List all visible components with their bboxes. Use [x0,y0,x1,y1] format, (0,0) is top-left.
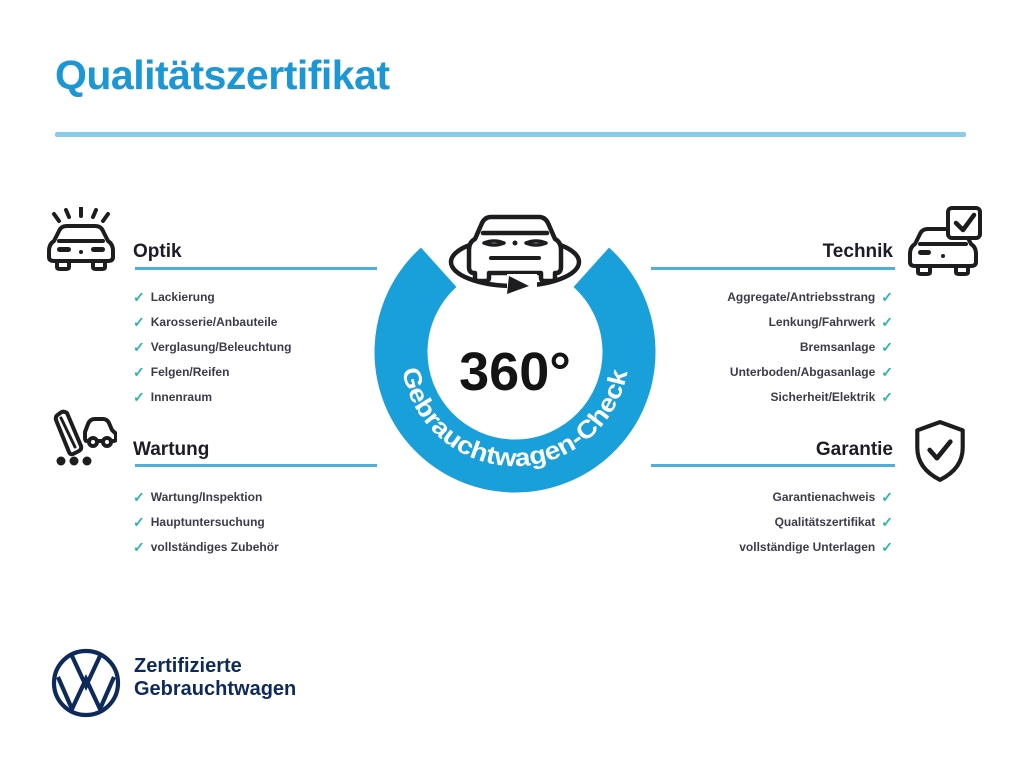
check-item: Garantienachweis ✓ [739,484,893,509]
check-item-label: Karosserie/Anbauteile [150,314,278,329]
check-item-label: Lackierung [150,289,215,304]
section-rule-optik [135,267,377,270]
optik-checklist: ✓ Lackierung ✓ Karosserie/Anbauteile ✓ V… [133,284,291,409]
brand-line-1: Zertifizierte [134,655,242,677]
check-icon: ✓ [133,363,145,380]
check-item: ✓ Felgen/Reifen [133,359,291,384]
degree-label: 360° [459,342,571,402]
brand-text: Zertifizierte Gebrauchtwagen [134,655,296,701]
check-icon: ✓ [881,288,893,305]
section-rule-wartung [135,464,377,467]
check-icon: ✓ [133,288,145,305]
check-icon: ✓ [133,513,145,530]
check-icon: ✓ [133,338,145,355]
vw-logo [50,647,122,719]
check-icon: ✓ [881,338,893,355]
check-item-label: Bremsanlage [799,339,876,354]
garantie-checklist: Garantienachweis ✓ Qualitätszertifikat ✓… [739,484,893,559]
check-icon: ✓ [881,488,893,505]
shield-check-icon [911,419,969,483]
car-checkbox-icon [906,206,982,276]
section-rule-garantie [651,464,895,467]
check-icon: ✓ [133,313,145,330]
check-icon: ✓ [881,513,893,530]
wartung-checklist: ✓ Wartung/Inspektion ✓ Hauptuntersuchung… [133,484,279,559]
check-item-label: Garantienachweis [772,489,876,504]
check-icon: ✓ [133,488,145,505]
check-item-label: Verglasung/Beleuchtung [150,339,292,354]
check-icon: ✓ [881,388,893,405]
title-divider [55,132,966,137]
check-item-label: Aggregate/Antriebsstrang [727,289,876,304]
check-item-label: Sicherheit/Elektrik [770,389,876,404]
check-item: vollständige Unterlagen ✓ [739,534,893,559]
check-item-label: Hauptuntersuchung [150,514,265,529]
check-item: Bremsanlage ✓ [727,334,893,359]
check-item-label: vollständige Unterlagen [739,539,876,554]
check-item-label: Lenkung/Fahrwerk [768,314,876,329]
check-item: ✓ Lackierung [133,284,291,309]
check-item-label: vollständiges Zubehör [150,539,279,554]
check-item-label: Qualitätszertifikat [774,514,876,529]
check-item: ✓ Karosserie/Anbauteile [133,309,291,334]
car-shine-icon [45,207,117,273]
check-icon: ✓ [881,313,893,330]
car-front-rotation-icon [448,214,582,296]
ring-arc [374,247,656,493]
section-header-technik: Technik [822,241,893,262]
check-item: ✓ Wartung/Inspektion [133,484,279,509]
check-item-label: Innenraum [150,389,213,404]
check-item: Aggregate/Antriebsstrang ✓ [727,284,893,309]
check-item-label: Felgen/Reifen [150,364,230,379]
check-item: ✓ Verglasung/Beleuchtung [133,334,291,359]
check-item: Unterboden/Abgasanlage ✓ [727,359,893,384]
page-title: Qualitätszertifikat [55,52,390,98]
check-item: ✓ Innenraum [133,384,291,409]
section-header-garantie: Garantie [815,439,893,460]
check-item-label: Wartung/Inspektion [150,489,263,504]
section-header-wartung: Wartung [133,439,210,460]
check-item: ✓ Hauptuntersuchung [133,509,279,534]
360-check-badge: 360° Gebrauchtwagen-Check [355,178,675,518]
check-icon: ✓ [881,363,893,380]
check-icon: ✓ [133,538,145,555]
check-item: Sicherheit/Elektrik ✓ [727,384,893,409]
check-item: Qualitätszertifikat ✓ [739,509,893,534]
section-header-optik: Optik [133,241,182,262]
technik-checklist: Aggregate/Antriebsstrang ✓ Lenkung/Fahrw… [727,284,893,409]
pencil-car-icon [45,406,117,468]
check-icon: ✓ [133,388,145,405]
check-item-label: Unterboden/Abgasanlage [729,364,876,379]
brand-line-2: Gebrauchtwagen [134,678,297,700]
check-item: Lenkung/Fahrwerk ✓ [727,309,893,334]
section-rule-technik [651,267,895,270]
check-icon: ✓ [881,538,893,555]
check-item: ✓ vollständiges Zubehör [133,534,279,559]
